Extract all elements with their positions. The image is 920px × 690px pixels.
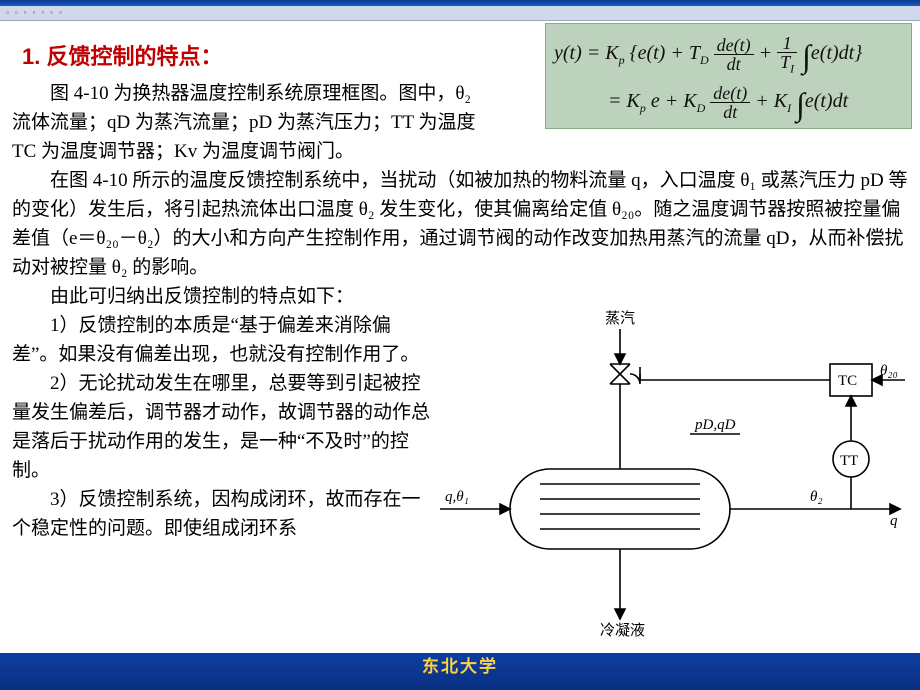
lbl-qout: q [890,513,898,529]
p2: 在图 4-10 所示的温度反馈控制系统中，当扰动（如被加热的物料流量 q，入口温… [12,166,908,282]
f-plus: + [759,42,773,64]
pt3: 3）反馈控制系统，因构成闭环，故而存在一个稳定性的问题。即使组成闭环系 [12,485,432,543]
lbl-cond: 冷凝液 [600,622,645,639]
lbl-pq: pD,qD [694,417,736,433]
f-brace: {e(t) + T [630,42,700,64]
f-y: y(t) = K [554,42,619,64]
p1b: 流体流量；qD 为蒸汽流量；pD 为蒸汽压力；TT 为温度 [12,108,908,137]
integral-icon: ∫ [802,38,811,75]
lbl-theta2: θ₂ [810,489,823,505]
f-dedt: de(t)dt [714,36,754,73]
pt2: 2）无论扰动发生在哪里，总要等到引起被控量发生偏差后，调节器才动作，故调节器的动… [12,369,432,485]
lbl-tt: TT [840,453,858,469]
lbl-sp: θ₂₀ [880,363,898,379]
footer-bar: 东北大学 [0,653,920,690]
lbl-steam: 蒸汽 [605,310,635,327]
f-sub-p: p [619,53,625,67]
lbl-tc: TC [838,373,857,389]
university-name: 东北大学 [0,653,920,681]
f-1TI: 1TI [777,34,797,75]
section-heading: 1. 反馈控制的特点： [22,39,222,71]
heat-exchanger-diagram: 蒸汽 冷凝液 q,θ₁ q θ₂ pD,qD TC TT θ₂₀ [440,309,910,639]
f-edt: e(t)dt} [811,42,862,64]
lbl-qin: q,θ₁ [445,489,469,505]
p3: 由此可归纳出反馈控制的特点如下： [12,282,908,311]
ribbon: ▫ ▫ ▫ ▫ ▫ ▫ ▫ [0,6,920,21]
f-sub-D: D [700,53,709,67]
p1a: 图 4-10 为换热器温度控制系统原理框图。图中，θ₂ [12,79,908,108]
p1c: TC 为温度调节器；Kv 为温度调节阀门。 [12,137,908,166]
slide-content: 1. 反馈控制的特点： y(t) = Kp {e(t) + TD de(t)dt… [0,21,920,653]
pt1: 1）反馈控制的本质是“基于偏差来消除偏差”。如果没有偏差出现，也就没有控制作用了… [12,311,432,369]
